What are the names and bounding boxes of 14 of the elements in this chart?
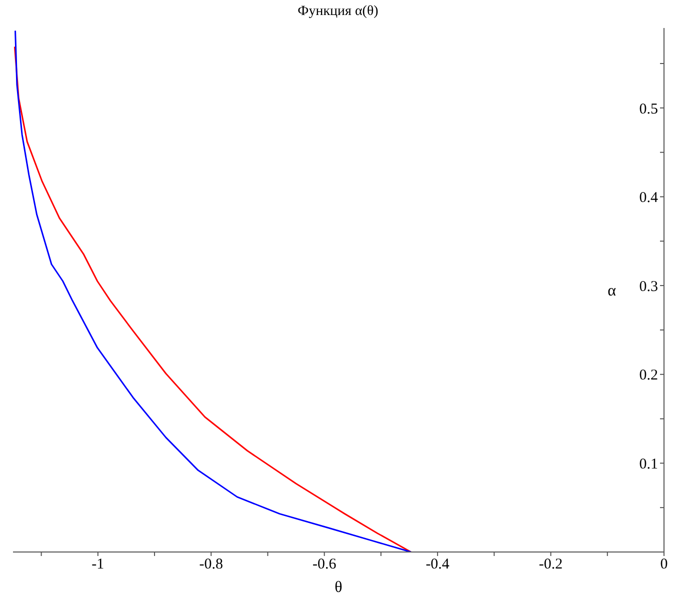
x-tick-label: -0.6 (312, 556, 337, 573)
y-tick-label: 0.1 (639, 456, 658, 473)
y-tick-label: 0.5 (639, 101, 658, 118)
x-axis-title: θ (334, 579, 342, 596)
x-tick-label: -0.2 (538, 556, 563, 573)
x-tick-label: 0 (660, 556, 668, 573)
y-tick-label: 0.3 (639, 278, 658, 295)
y-tick-label: 0.2 (639, 368, 658, 384)
x-tick-label: -0.4 (426, 556, 450, 573)
chart-title: Функция α(θ) (296, 4, 380, 20)
y-tick-label: 0.4 (639, 190, 658, 206)
y-axis-title: α (608, 282, 617, 300)
x-tick-label: -1 (92, 556, 104, 573)
x-tick-label: -0.8 (199, 556, 224, 573)
